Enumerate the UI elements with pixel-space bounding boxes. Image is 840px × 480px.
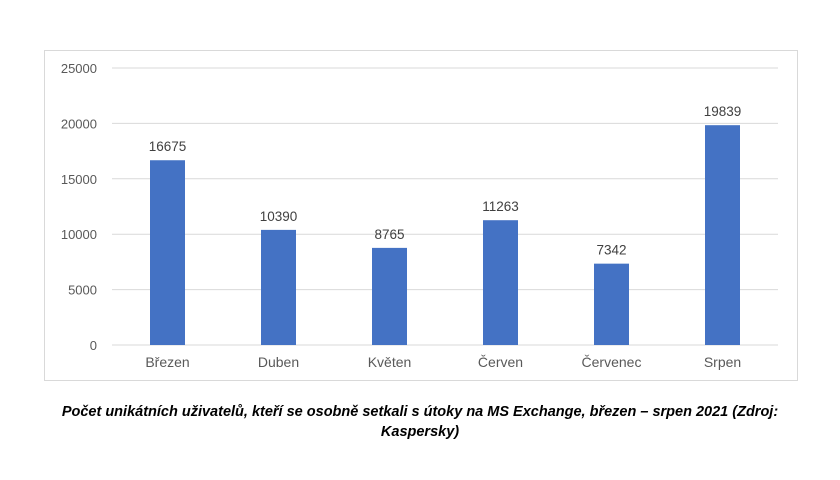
chart-caption: Počet unikátních uživatelů, kteří se oso… (61, 404, 779, 440)
data-label: 7342 (596, 243, 626, 258)
y-tick-label: 20000 (61, 116, 97, 131)
data-label: 16675 (149, 139, 187, 154)
data-label: 10390 (260, 209, 298, 224)
bar-1 (150, 160, 185, 345)
gridlines (112, 67, 778, 346)
x-tick-label: Červen (478, 354, 523, 370)
x-tick-label: Duben (258, 354, 299, 370)
y-tick-label: 15000 (61, 172, 97, 187)
x-axis-tick-labels: Březen Duben Květen Červen Červenec Srpen (145, 354, 741, 370)
x-tick-label: Březen (145, 354, 189, 370)
data-labels: 16675 10390 8765 11263 7342 19839 (149, 104, 742, 257)
bars (150, 125, 740, 345)
x-tick-label: Srpen (704, 354, 741, 370)
bar-chart: 0 5000 10000 15000 20000 25000 16675 10390 8765… (61, 61, 778, 370)
y-tick-label: 25000 (61, 61, 97, 76)
data-label: 19839 (704, 104, 742, 119)
y-tick-label: 0 (90, 338, 97, 353)
bar-3 (372, 247, 407, 345)
y-tick-label: 5000 (68, 283, 97, 298)
bar-5 (594, 263, 629, 345)
bar-6 (705, 125, 740, 345)
y-tick-label: 10000 (61, 227, 97, 242)
x-tick-label: Květen (368, 354, 412, 370)
data-label: 11263 (482, 199, 519, 214)
bar-2 (261, 229, 296, 345)
data-label: 8765 (374, 227, 404, 242)
y-axis-tick-labels: 0 5000 10000 15000 20000 25000 (61, 61, 97, 353)
x-tick-label: Červenec (582, 354, 642, 370)
bar-4 (483, 220, 518, 345)
